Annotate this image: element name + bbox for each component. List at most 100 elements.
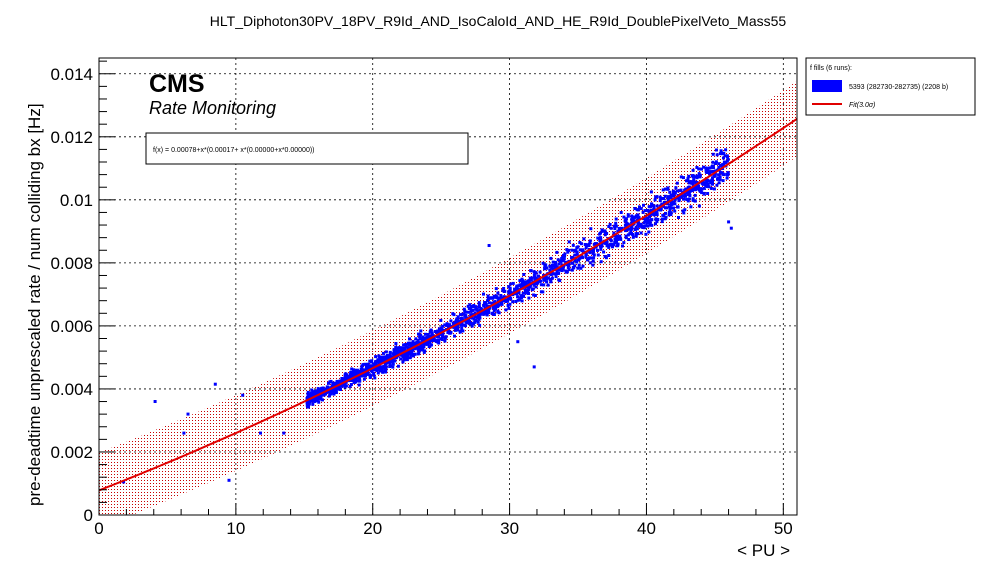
data-point [714, 160, 718, 164]
data-point [341, 382, 345, 386]
data-point [576, 266, 580, 270]
data-point [435, 330, 439, 334]
data-point [439, 337, 443, 341]
data-point [517, 298, 521, 302]
data-point [372, 371, 376, 375]
data-point [629, 229, 633, 233]
data-point [564, 260, 568, 264]
data-point [638, 205, 641, 209]
legend-entry-fit: Fit(3.0σ) [849, 102, 875, 109]
data-point [713, 169, 717, 173]
legend-swatch-fill [812, 80, 842, 92]
data-point [401, 360, 405, 364]
data-point [682, 176, 685, 180]
data-point [538, 270, 542, 274]
data-point [321, 398, 324, 402]
data-point [549, 272, 553, 275]
data-point [657, 208, 661, 211]
data-point [666, 186, 670, 190]
data-point [699, 187, 703, 191]
data-point [673, 198, 677, 202]
data-point [690, 181, 694, 185]
data-point [663, 187, 667, 191]
data-point [693, 175, 697, 179]
data-point [493, 307, 497, 311]
data-point [607, 254, 611, 257]
data-point-outlier [282, 431, 286, 435]
data-point [392, 353, 396, 357]
data-point [647, 205, 651, 209]
data-point [482, 292, 485, 296]
data-point [671, 189, 675, 193]
data-point [339, 388, 342, 391]
data-point [646, 221, 649, 225]
data-point [333, 383, 337, 387]
data-point [311, 392, 315, 396]
data-point [570, 268, 574, 272]
data-point [376, 371, 380, 375]
data-point [449, 319, 453, 323]
data-point [567, 248, 571, 252]
data-point [575, 252, 579, 256]
data-point [717, 173, 721, 177]
data-point [707, 185, 711, 189]
data-point [557, 262, 561, 266]
data-point [620, 226, 623, 230]
data-point [571, 265, 575, 269]
data-point [649, 190, 653, 194]
data-point [647, 230, 651, 234]
data-point [372, 373, 376, 377]
data-point [600, 242, 604, 246]
data-point [579, 242, 583, 246]
data-point [437, 341, 441, 345]
data-point [424, 332, 427, 336]
data-point [630, 214, 634, 218]
data-point [317, 389, 321, 393]
data-point [607, 225, 611, 228]
data-point [399, 357, 403, 361]
data-point [477, 316, 481, 320]
data-point [486, 308, 490, 312]
data-point [591, 259, 595, 263]
data-point [461, 312, 465, 316]
data-point [511, 300, 515, 304]
data-point [652, 205, 656, 209]
data-point [366, 364, 370, 368]
data-point [567, 268, 571, 272]
data-point [375, 367, 379, 371]
data-point [694, 181, 698, 185]
data-point [636, 232, 639, 236]
rate-monitoring-label: Rate Monitoring [149, 98, 276, 118]
data-point [687, 185, 691, 189]
data-point [306, 390, 310, 394]
data-point [329, 379, 333, 383]
data-point [648, 223, 652, 227]
data-point [616, 244, 620, 247]
data-point [438, 329, 442, 333]
data-point [548, 264, 552, 268]
data-point [521, 291, 525, 295]
data-point [713, 173, 716, 177]
data-point [704, 170, 708, 174]
data-point [724, 148, 728, 152]
data-point [477, 301, 481, 305]
data-point [624, 234, 628, 238]
data-point [453, 328, 457, 332]
data-point [588, 256, 592, 260]
data-point [662, 201, 666, 205]
data-point [378, 360, 382, 363]
data-point [492, 300, 496, 304]
data-point [668, 190, 672, 194]
data-point [573, 264, 577, 268]
data-point [618, 237, 622, 241]
data-point [696, 183, 700, 187]
data-point [529, 269, 533, 273]
data-point [385, 354, 389, 357]
data-point [726, 173, 730, 176]
data-point [635, 214, 638, 218]
data-point [306, 403, 310, 406]
data-point [477, 317, 481, 321]
data-point [348, 373, 352, 377]
data-point [669, 203, 673, 207]
data-point [622, 215, 626, 219]
